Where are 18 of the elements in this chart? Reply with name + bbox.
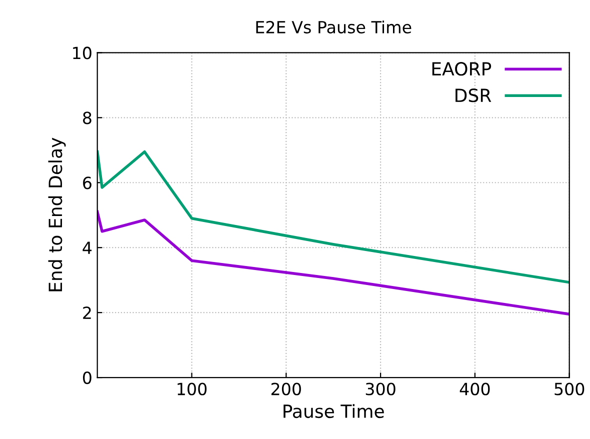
y-tick-label: 4 — [82, 242, 92, 254]
x-tick-label: 400 — [460, 382, 490, 396]
x-tick-label: 200 — [271, 382, 301, 396]
x-axis-title: Pause Time — [284, 404, 384, 418]
y-tick-label: 10 — [73, 46, 92, 60]
y-tick-label: 6 — [83, 176, 92, 190]
x-tick-label: 300 — [366, 382, 396, 396]
y-tick-label: 8 — [83, 112, 92, 124]
line-series — [97, 210, 570, 316]
y-tick-label: 0 — [82, 372, 92, 384]
y-tick-label: 2 — [83, 306, 91, 319]
legend-label: EAORP — [432, 62, 492, 76]
line-series — [97, 150, 570, 284]
x-tick-label: 100 — [178, 382, 207, 396]
y-axis-title: End to End Delay — [48, 138, 66, 292]
chart-title: E2E Vs Pause Time — [256, 20, 412, 34]
legend-label: DSR — [456, 88, 492, 102]
x-tick-label: 500 — [554, 382, 584, 396]
